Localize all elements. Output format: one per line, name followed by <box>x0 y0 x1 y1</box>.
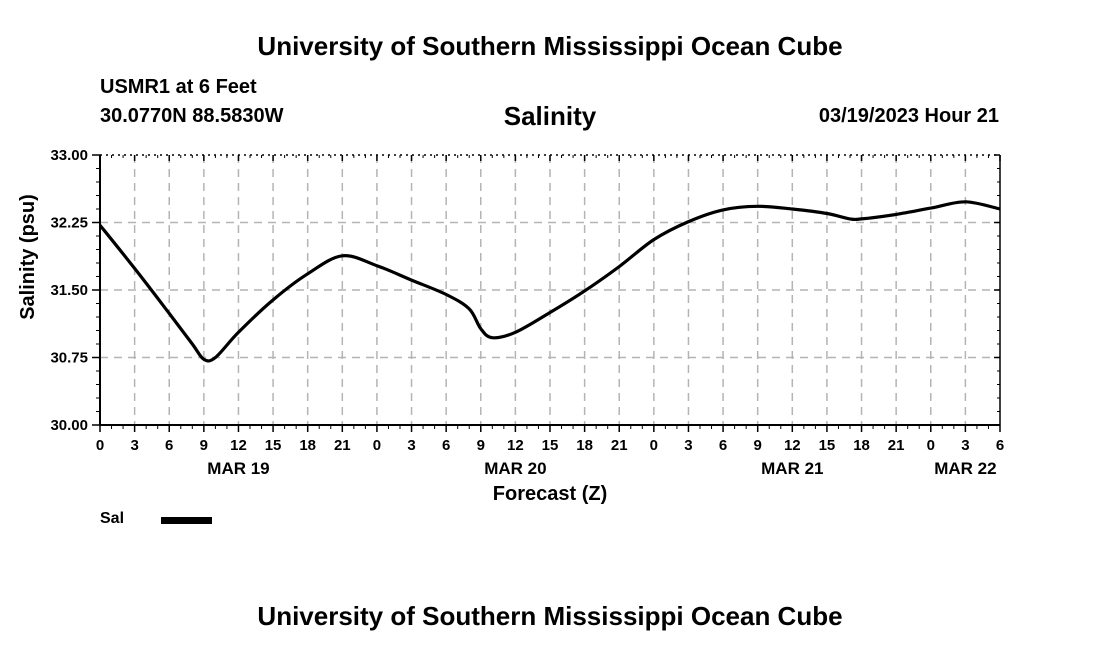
x-tick-label: 12 <box>507 437 524 454</box>
series <box>98 200 1001 363</box>
y-tick-label: 30.75 <box>50 350 88 367</box>
x-tick-label: 0 <box>650 437 658 454</box>
date-label: MAR 22 <box>934 459 996 478</box>
axes <box>92 154 1001 432</box>
page-title: University of Southern Mississippi Ocean… <box>257 31 843 61</box>
datetime-label: 03/19/2023 Hour 21 <box>818 105 999 127</box>
date-label: MAR 21 <box>761 459 823 478</box>
x-tick-label: 18 <box>576 437 593 454</box>
x-tick-label: 21 <box>888 437 905 454</box>
y-tick-label: 33.00 <box>50 147 88 164</box>
date-label: MAR 19 <box>207 459 269 478</box>
x-axis-title: Forecast (Z) <box>493 483 607 505</box>
legend-label: Sal <box>100 510 125 527</box>
y-axis-title: Salinity (psu) <box>17 194 39 320</box>
series-line-sal <box>98 200 1001 363</box>
x-tick-label: 0 <box>927 437 935 454</box>
x-tick-label: 6 <box>996 437 1004 454</box>
x-tick-label: 3 <box>130 437 138 454</box>
x-tick-label: 15 <box>819 437 836 454</box>
x-tick-label: 21 <box>611 437 628 454</box>
date-label: MAR 20 <box>484 459 546 478</box>
y-tick-label: 31.50 <box>50 282 88 299</box>
legend-swatch <box>161 517 212 524</box>
x-tick-label: 9 <box>477 437 485 454</box>
x-tick-label: 12 <box>230 437 247 454</box>
x-tick-label: 6 <box>442 437 450 454</box>
x-tick-label: 15 <box>265 437 282 454</box>
x-tick-label: 21 <box>334 437 351 454</box>
x-tick-label: 18 <box>853 437 870 454</box>
footer-title: University of Southern Mississippi Ocean… <box>257 601 843 631</box>
chart-title: Salinity <box>503 101 597 131</box>
x-tick-label: 15 <box>542 437 559 454</box>
grid <box>100 155 1000 425</box>
x-tick-label: 9 <box>754 437 762 454</box>
x-tick-label: 12 <box>784 437 801 454</box>
y-tick-label: 30.00 <box>50 417 88 434</box>
station-label: USMR1 at 6 Feet <box>100 76 257 98</box>
x-tick-label: 18 <box>299 437 316 454</box>
x-tick-label: 6 <box>165 437 173 454</box>
x-tick-label: 6 <box>719 437 727 454</box>
x-tick-label: 0 <box>96 437 104 454</box>
tick-labels: 0 3 6 9 12 15 18 21 0 3 6 9 12 15 18 21 0 3 6 9 12 15 18 21 0 3 6M… <box>50 147 1004 478</box>
y-tick-label: 32.25 <box>50 215 88 232</box>
x-tick-label: 3 <box>961 437 969 454</box>
x-tick-label: 9 <box>200 437 208 454</box>
x-tick-label: 3 <box>684 437 692 454</box>
coordinates-label: 30.0770N 88.5830W <box>100 105 284 127</box>
x-tick-label: 3 <box>407 437 415 454</box>
x-tick-label: 0 <box>373 437 381 454</box>
